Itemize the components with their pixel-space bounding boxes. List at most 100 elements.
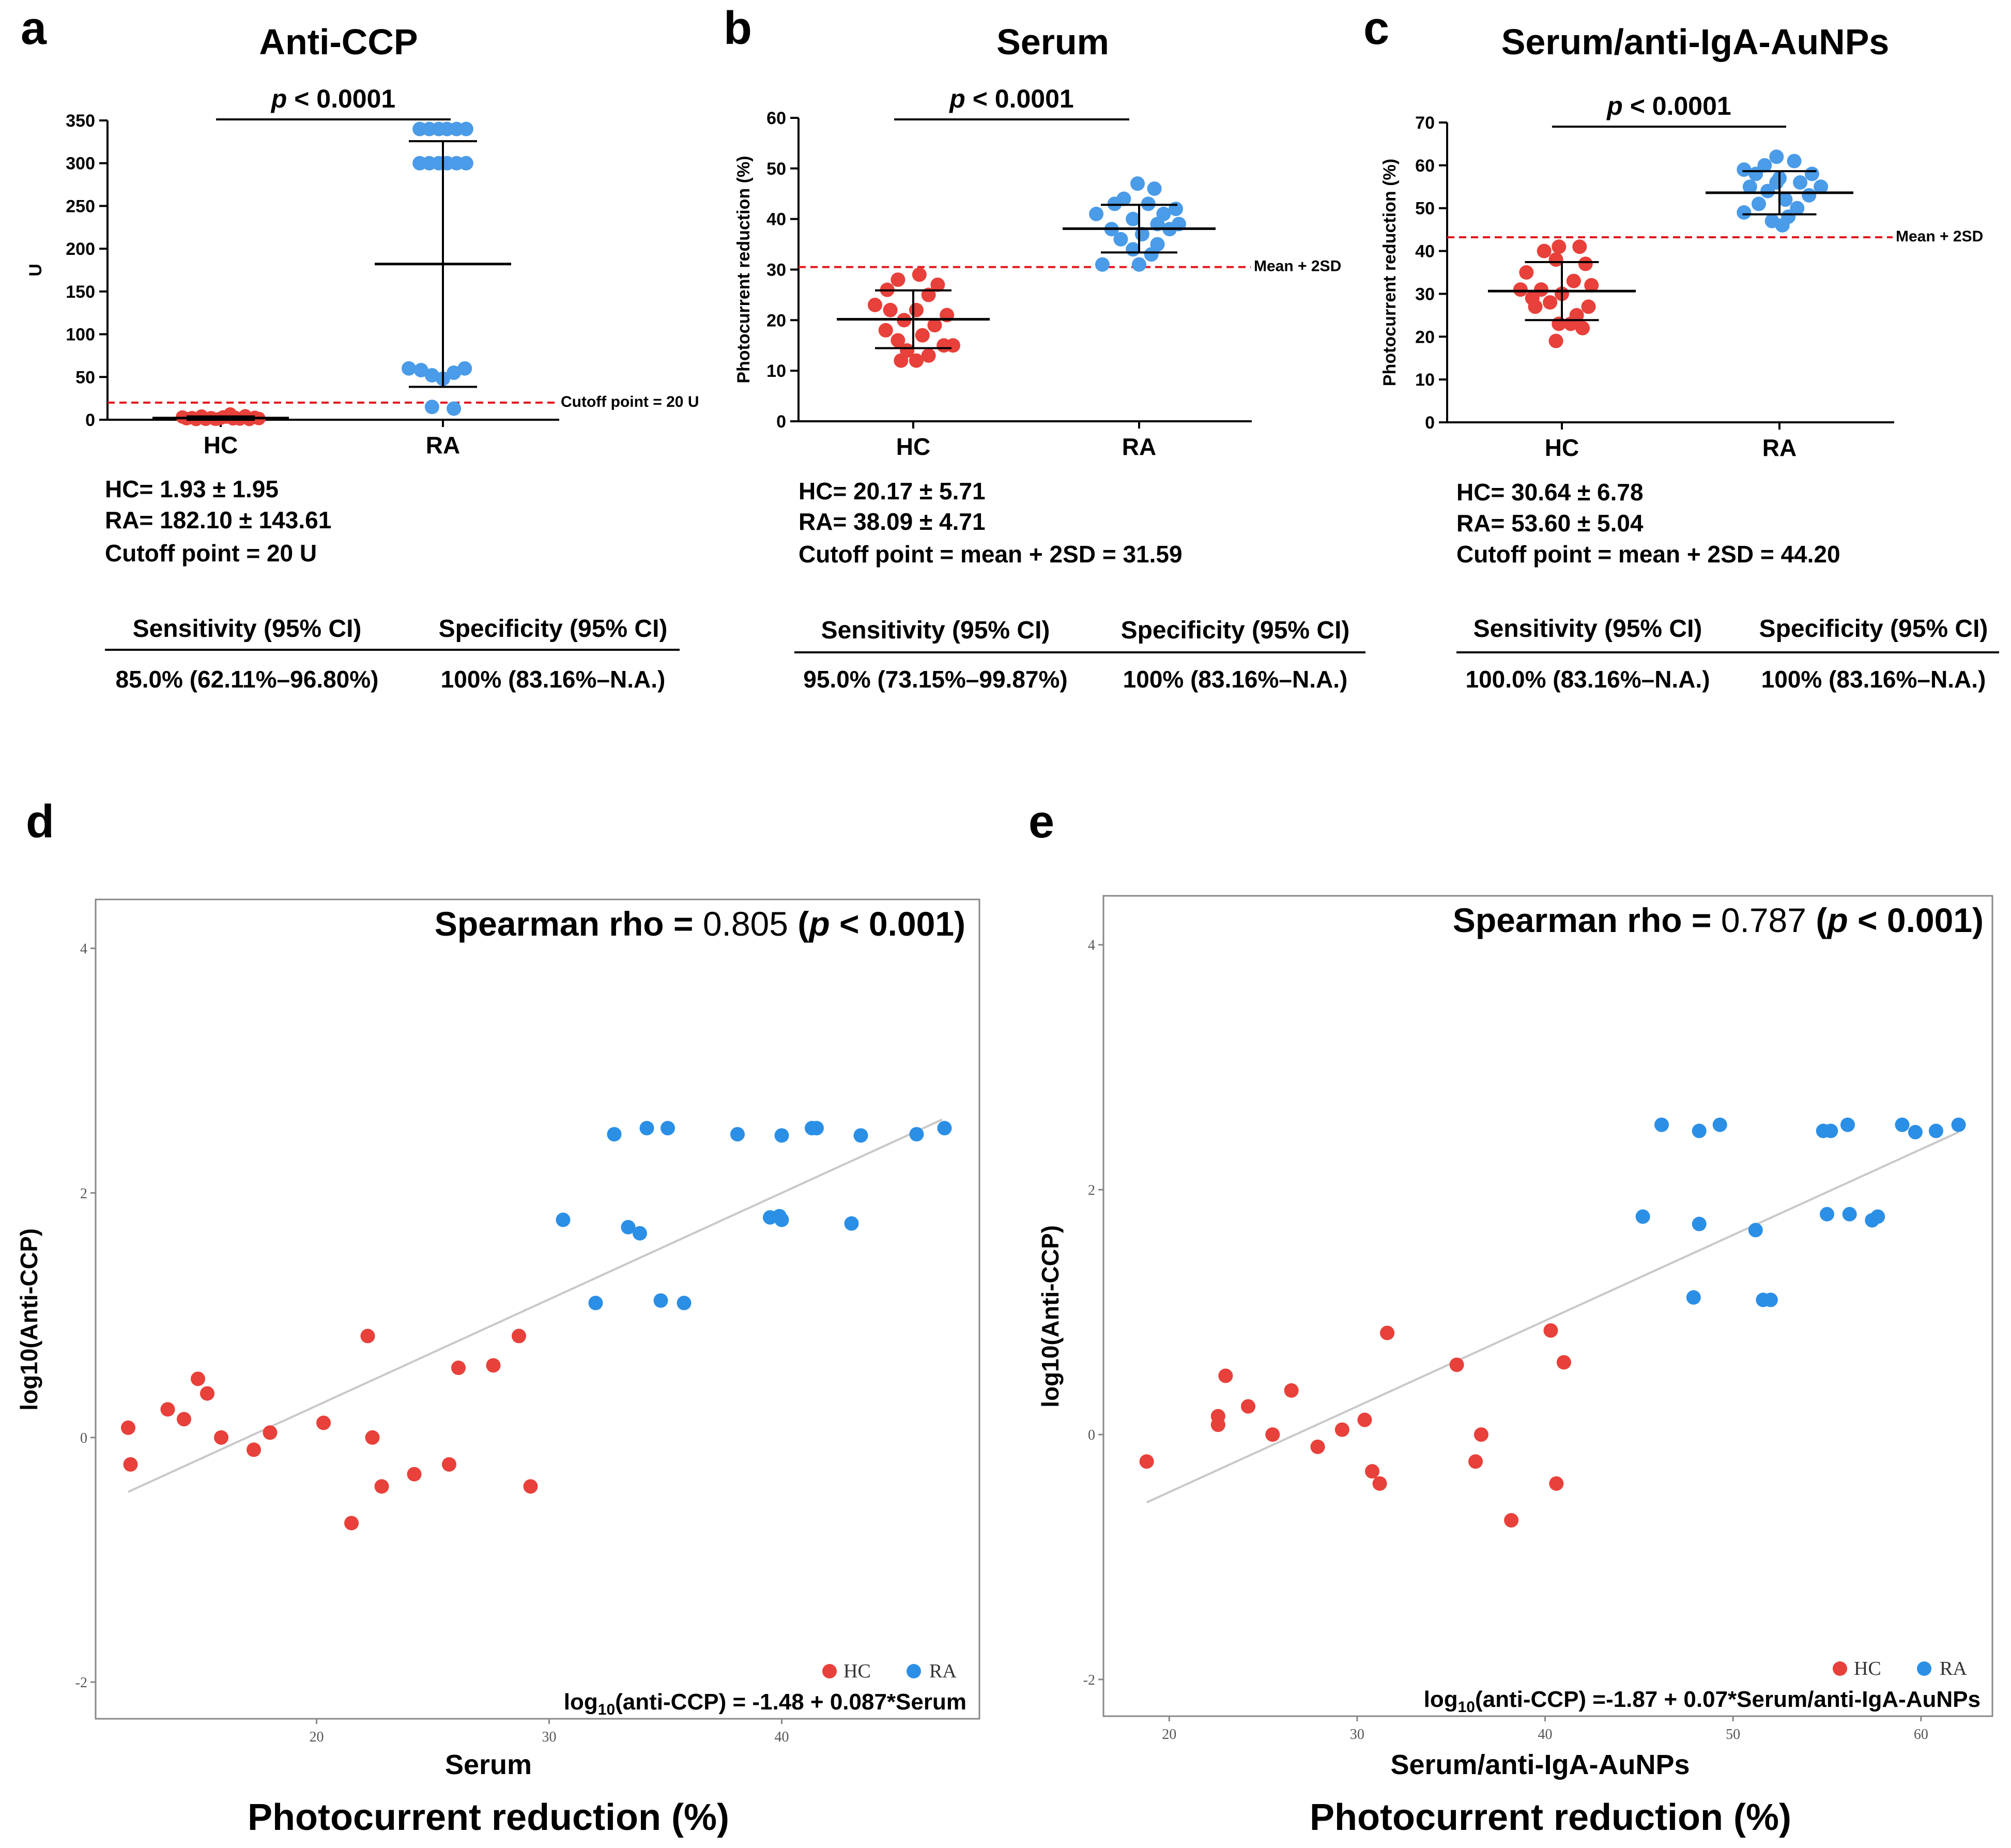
summary-stat-line: RA= 38.09 ± 4.71 <box>799 508 986 535</box>
panel-b: b Serum 0 10 20 30 40 50 60 HC RA Photocurrent redu… <box>724 3 1365 693</box>
data-point-ra <box>1748 1223 1763 1238</box>
data-point-hc <box>407 1467 422 1482</box>
p-value-text: < 0.0001 <box>287 84 395 113</box>
x-category-label: HC <box>896 433 930 460</box>
data-point-hc <box>1556 1355 1571 1370</box>
data-point-hc <box>1578 256 1593 271</box>
y-tick-label: 0 <box>80 1430 87 1446</box>
data-point-ra <box>1908 1125 1923 1140</box>
legend-marker-hc <box>822 1664 837 1678</box>
data-point-hc <box>1552 239 1567 254</box>
data-point-ra <box>1737 205 1752 220</box>
data-point-hc <box>360 1328 375 1343</box>
chart-title: Serum/anti-IgA-AuNPs <box>1501 22 1890 62</box>
eq-subscript: 10 <box>598 1701 615 1718</box>
data-point-hc <box>1584 278 1599 293</box>
data-point-ra <box>1654 1117 1669 1132</box>
data-point-hc <box>191 1371 205 1386</box>
p-value-label: p < 0.0001 <box>1606 91 1731 120</box>
x-tick-label: 40 <box>775 1729 789 1745</box>
table-header: Specificity (95% CI) <box>1759 615 1988 643</box>
data-point-ra <box>1778 192 1793 207</box>
rho-value: 0.805 <box>703 905 788 943</box>
data-point-hc <box>1549 1476 1564 1491</box>
y-tick-label: 50 <box>75 368 95 387</box>
data-point-hc <box>263 1425 278 1440</box>
data-point-ra <box>1742 179 1757 194</box>
legend-marker-ra <box>1917 1661 1931 1676</box>
table-value: 95.0% (73.15%–99.87%) <box>803 666 1067 693</box>
summary-stat-line: HC= 1.93 ± 1.95 <box>105 476 279 502</box>
data-point-ra <box>633 1226 647 1241</box>
regression-line <box>1146 1131 1959 1504</box>
data-point-ra <box>1823 1123 1838 1138</box>
table-value: 100% (83.16%–N.A.) <box>441 666 666 693</box>
x-tick-label: 20 <box>310 1729 324 1745</box>
y-tick-label: 150 <box>66 282 95 302</box>
data-point-ra <box>661 1121 675 1136</box>
spearman-rho-label: Spearman rho = 0.805 (p < 0.001) <box>435 905 965 943</box>
data-point-hc <box>1513 282 1528 297</box>
y-tick-label: 10 <box>766 361 786 381</box>
y-tick-label: 60 <box>766 109 786 128</box>
data-point-hc <box>912 267 927 282</box>
data-point-hc <box>1357 1412 1372 1427</box>
y-tick-label: 70 <box>1415 113 1435 133</box>
regression-line <box>128 1118 943 1493</box>
y-tick-label: 300 <box>66 154 95 174</box>
table-value: 85.0% (62.11%–96.80%) <box>116 666 379 693</box>
spearman-rho-label: Spearman rho = 0.787 (p < 0.001) <box>1453 901 1984 939</box>
data-point-ra <box>639 1121 654 1136</box>
summary-stat-line: RA= 182.10 ± 143.61 <box>105 507 331 533</box>
data-point-ra <box>730 1127 745 1142</box>
data-point-hc <box>1581 299 1596 314</box>
table-header: Sensitivity (95% CI) <box>133 615 362 643</box>
y-tick-label: 4 <box>1088 938 1095 954</box>
y-axis-label: log10(Anti-CCP) <box>1037 1225 1064 1408</box>
y-tick-label: 0 <box>1088 1427 1095 1443</box>
rho-p-rest: < 0.001) <box>830 905 965 943</box>
legend-label-hc: HC <box>843 1660 871 1682</box>
y-tick-label: 30 <box>766 261 786 280</box>
data-point-hc <box>316 1415 331 1430</box>
data-point-hc <box>1139 1454 1154 1469</box>
data-point-ra <box>1802 188 1817 203</box>
y-tick-label: 0 <box>1425 413 1435 433</box>
legend-marker-ra <box>907 1664 921 1678</box>
summary-stat-line: Cutoff point = mean + 2SD = 44.20 <box>1456 541 1840 568</box>
table-header: Sensitivity (95% CI) <box>1473 615 1702 643</box>
y-tick-label: 60 <box>1415 156 1435 176</box>
y-tick-label: 30 <box>1415 284 1435 304</box>
data-point-hc <box>1566 273 1581 288</box>
data-point-hc <box>200 1386 214 1401</box>
data-point-ra <box>1775 218 1790 233</box>
data-point-hc <box>1525 291 1540 306</box>
y-tick-label: 0 <box>85 410 95 430</box>
data-point-hc <box>1449 1357 1464 1372</box>
data-point-ra <box>621 1220 636 1234</box>
panel-letter: c <box>1363 3 1389 54</box>
panel-c: c Serum/anti-IgA-AuNPs 0 10 20 30 40 50 60 70 HC RA… <box>1363 3 1999 693</box>
eq-rest: (anti-CCP) =-1.87 + 0.07*Serum/anti-IgA-… <box>1475 1687 1981 1712</box>
eq-rest: (anti-CCP) = -1.48 + 0.087*Serum <box>615 1689 966 1715</box>
legend-label-ra: RA <box>929 1660 957 1682</box>
data-point-ra <box>1793 175 1808 190</box>
eq-log: log <box>564 1689 598 1715</box>
data-point-ra <box>413 363 428 378</box>
data-point-ra <box>1113 232 1128 247</box>
data-point-ra <box>937 1121 952 1136</box>
data-point-ra <box>809 1121 824 1136</box>
data-point-hc <box>1548 333 1563 348</box>
data-point-ra <box>1095 257 1110 272</box>
x-axis-title: Photocurrent reduction (%) <box>1310 1797 1791 1838</box>
data-point-ra <box>1686 1290 1701 1305</box>
data-point-hc <box>123 1457 138 1472</box>
x-tick-label: 20 <box>1162 1727 1176 1743</box>
regression-equation: log10(anti-CCP) = -1.48 + 0.087*Serum <box>564 1689 966 1718</box>
x-tick-label: 30 <box>1350 1727 1364 1743</box>
data-point-ra <box>1147 181 1162 196</box>
panel-a: a Anti-CCP 0 50 100 150 200 250 300 350 HC RA Up < 0… <box>21 3 699 693</box>
data-point-ra <box>458 121 473 136</box>
table-value: 100.0% (83.16%–N.A.) <box>1465 666 1710 693</box>
